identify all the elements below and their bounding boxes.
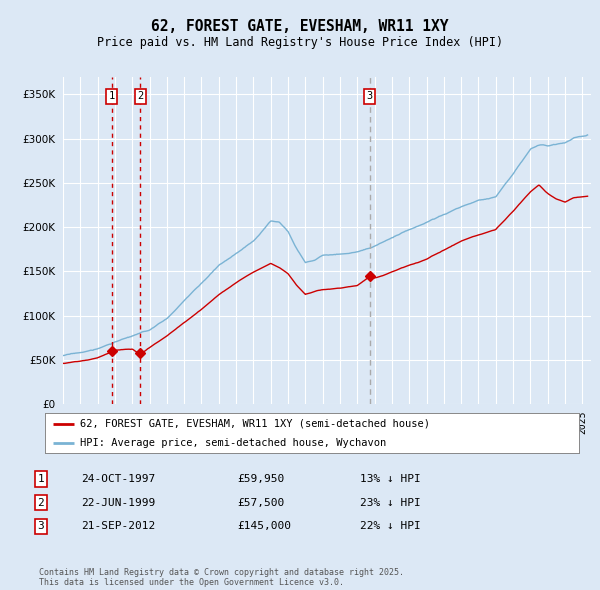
Text: Contains HM Land Registry data © Crown copyright and database right 2025.
This d: Contains HM Land Registry data © Crown c… bbox=[39, 568, 404, 587]
Text: HPI: Average price, semi-detached house, Wychavon: HPI: Average price, semi-detached house,… bbox=[80, 438, 386, 448]
Text: £57,500: £57,500 bbox=[237, 498, 284, 507]
Text: 62, FOREST GATE, EVESHAM, WR11 1XY: 62, FOREST GATE, EVESHAM, WR11 1XY bbox=[151, 19, 449, 34]
Text: 2: 2 bbox=[137, 91, 143, 101]
Text: £59,950: £59,950 bbox=[237, 474, 284, 484]
Text: 22% ↓ HPI: 22% ↓ HPI bbox=[360, 522, 421, 531]
Text: 1: 1 bbox=[109, 91, 115, 101]
Text: Price paid vs. HM Land Registry's House Price Index (HPI): Price paid vs. HM Land Registry's House … bbox=[97, 36, 503, 49]
Text: 62, FOREST GATE, EVESHAM, WR11 1XY (semi-detached house): 62, FOREST GATE, EVESHAM, WR11 1XY (semi… bbox=[80, 419, 430, 429]
Text: 1: 1 bbox=[37, 474, 44, 484]
Text: 24-OCT-1997: 24-OCT-1997 bbox=[81, 474, 155, 484]
Text: 3: 3 bbox=[37, 522, 44, 531]
Text: 21-SEP-2012: 21-SEP-2012 bbox=[81, 522, 155, 531]
Text: 2: 2 bbox=[37, 498, 44, 507]
Text: £145,000: £145,000 bbox=[237, 522, 291, 531]
Text: 13% ↓ HPI: 13% ↓ HPI bbox=[360, 474, 421, 484]
Text: 23% ↓ HPI: 23% ↓ HPI bbox=[360, 498, 421, 507]
Text: 3: 3 bbox=[367, 91, 373, 101]
Text: 22-JUN-1999: 22-JUN-1999 bbox=[81, 498, 155, 507]
